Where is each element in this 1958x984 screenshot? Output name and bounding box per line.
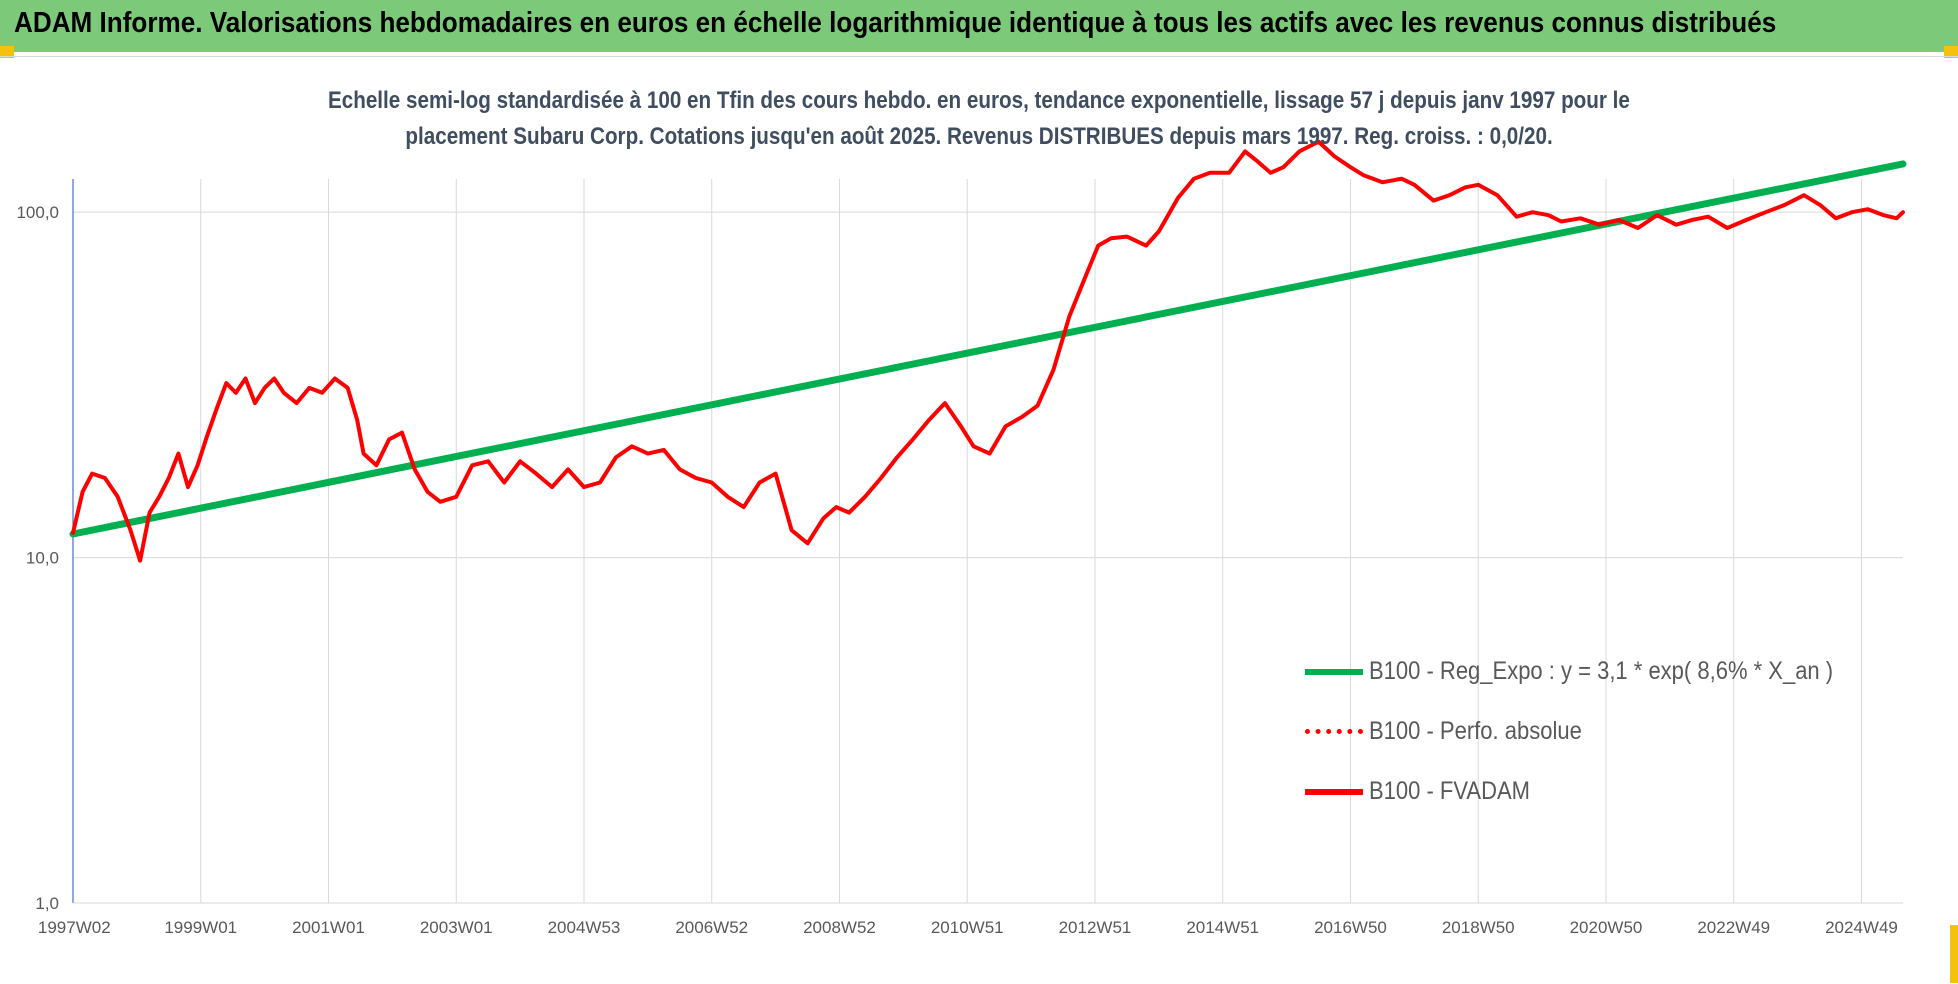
x-tick-label: 2016W50 [1314, 918, 1387, 937]
corner-marker-top-right [1944, 46, 1958, 58]
x-tick-label: 1999W01 [164, 918, 237, 937]
x-tick-label: 2003W01 [420, 918, 493, 937]
x-tick-label: 2024W49 [1825, 918, 1898, 937]
x-tick-label: 2022W49 [1697, 918, 1770, 937]
vertical-gridlines [200, 179, 1862, 903]
x-tick-label: 2014W51 [1186, 918, 1259, 937]
chart-area: 1,0 10,0 100,0 1997W02 1999W01 2001W01 2003W0… [0, 56, 1958, 983]
legend-label-perfo-absolue: B100 - Perfo. absolue [1369, 717, 1582, 745]
x-tick-label: 2018W50 [1442, 918, 1515, 937]
legend-label-reg-expo: B100 - Reg_Expo : y = 3,1 * exp( 8,6% * … [1369, 657, 1834, 685]
chart-subtitle-line2: placement Subaru Corp. Cotations jusqu'e… [405, 123, 1553, 150]
x-tick-label: 2004W53 [548, 918, 621, 937]
x-tick-label: 2001W01 [292, 918, 365, 937]
y-tick-label: 10,0 [26, 549, 59, 568]
y-tick-label: 1,0 [35, 894, 59, 913]
chart-subtitle-line1: Echelle semi-log standardisée à 100 en T… [328, 87, 1630, 114]
legend-swatch-red [1305, 788, 1363, 795]
legend-label-fvadam: B100 - FVADAM [1369, 777, 1530, 805]
legend-swatch-dotted-red [1305, 729, 1363, 734]
legend-item-reg-expo: B100 - Reg_Expo : y = 3,1 * exp( 8,6% * … [1305, 657, 1896, 686]
series-line-2 [71, 139, 1905, 563]
series-line-0 [69, 160, 1907, 538]
chart-canvas: 1,0 10,0 100,0 1997W02 1999W01 2001W01 2003W0… [16, 139, 1907, 937]
x-tick-label: 2008W52 [803, 918, 876, 937]
y-tick-label: 100,0 [16, 203, 59, 222]
legend-item-perfo-absolue: B100 - Perfo. absolue [1305, 717, 1611, 746]
x-tick-labels: 1997W02 1999W01 2001W01 2003W01 2004W53 2006W… [38, 918, 1898, 937]
axes [72, 179, 1903, 904]
legend-swatch-green [1305, 668, 1363, 675]
corner-marker-bottom-right [1950, 925, 1958, 983]
legend-item-fvadam: B100 - FVADAM [1305, 777, 1552, 806]
corner-marker-top-left [0, 46, 14, 58]
horizontal-gridlines [73, 211, 1903, 904]
x-tick-label: 1997W02 [38, 918, 111, 937]
series-layer [69, 139, 1907, 563]
report-title: ADAM Informe. Valorisations hebdomadaire… [14, 7, 1777, 39]
y-tick-labels: 1,0 10,0 100,0 [16, 203, 59, 913]
x-tick-label: 2010W51 [931, 918, 1004, 937]
x-tick-label: 2006W52 [675, 918, 748, 937]
x-tick-label: 2020W50 [1570, 918, 1643, 937]
report-banner: ADAM Informe. Valorisations hebdomadaire… [0, 0, 1958, 52]
x-tick-label: 2012W51 [1059, 918, 1132, 937]
